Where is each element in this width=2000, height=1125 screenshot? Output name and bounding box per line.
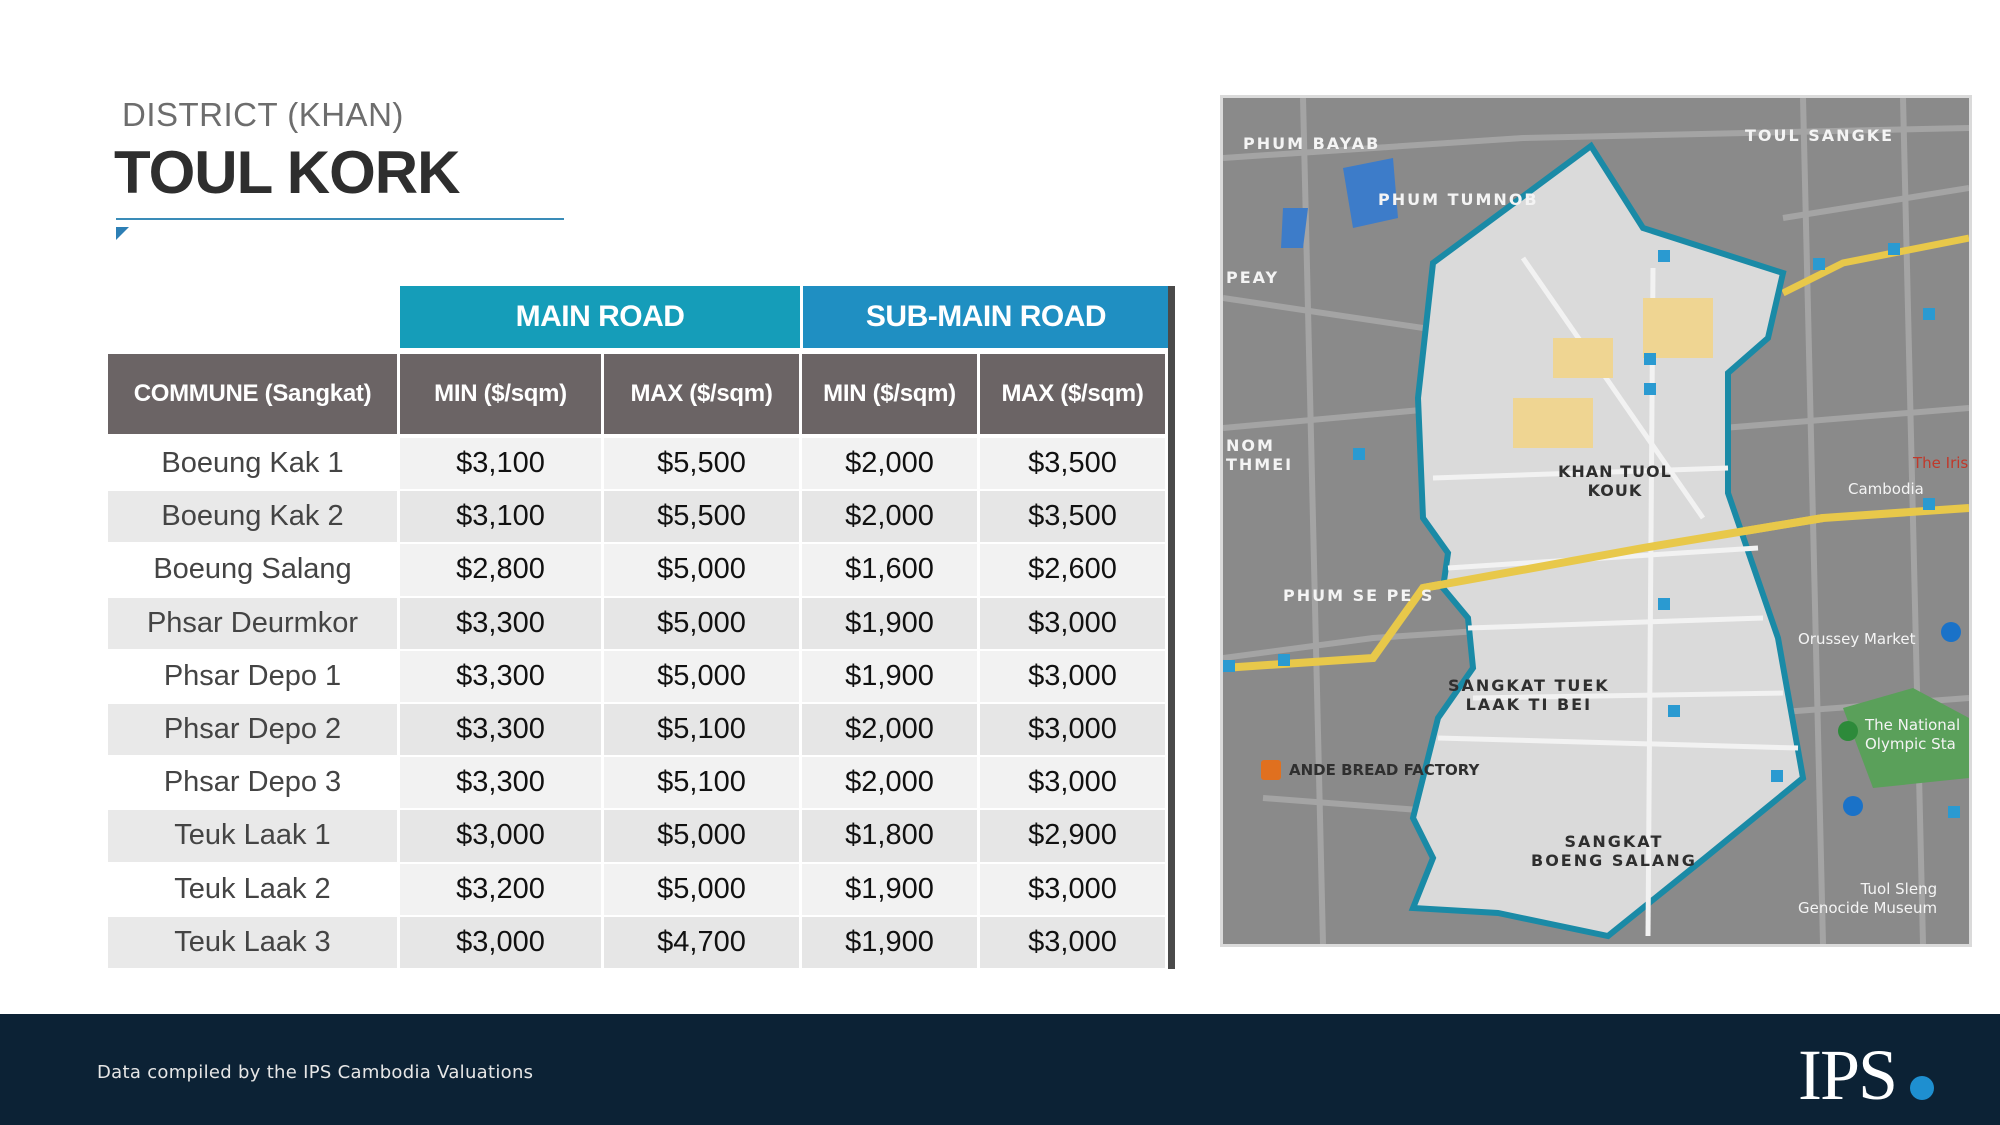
table-row: Boeung Kak 2 $3,100 $5,500 $2,000 $3,500 <box>108 491 1169 545</box>
cell-main-min: $3,000 <box>400 916 604 970</box>
cell-commune: Phsar Depo 3 <box>108 757 400 811</box>
cell-commune: Teuk Laak 3 <box>108 916 400 970</box>
cell-sub-max: $3,000 <box>980 650 1168 704</box>
cell-sub-min: $1,800 <box>802 810 980 864</box>
footer-bar: Data compiled by the IPS Cambodia Valuat… <box>0 1014 2000 1125</box>
cell-sub-min: $1,900 <box>802 650 980 704</box>
cell-commune: Phsar Deurmkor <box>108 597 400 651</box>
table-right-edge <box>1168 286 1175 969</box>
footer-source-text: Data compiled by the IPS Cambodia Valuat… <box>97 1062 534 1083</box>
column-header-sub-min: MIN ($/sqm) <box>802 354 980 434</box>
title-underline <box>116 218 564 220</box>
cell-commune: Boeung Salang <box>108 544 400 598</box>
column-header-main-min: MIN ($/sqm) <box>400 354 604 434</box>
table-row: Teuk Laak 2 $3,200 $5,000 $1,900 $3,000 <box>108 863 1169 917</box>
cell-main-min: $3,300 <box>400 757 604 811</box>
group-header-row: MAIN ROAD SUB-MAIN ROAD <box>400 286 1169 348</box>
map-label-cambodia: Cambodia <box>1848 480 1924 498</box>
page-title: TOUL KORK <box>114 139 460 206</box>
cell-sub-min: $2,000 <box>802 438 980 492</box>
cell-commune: Phsar Depo 1 <box>108 650 400 704</box>
district-map: PHUM BAYAB PHUM TUMNOB TOUL SANGKE PEAY … <box>1220 95 1972 947</box>
cell-sub-min: $1,900 <box>802 863 980 917</box>
cell-sub-min: $2,000 <box>802 757 980 811</box>
sub-main-road-header: SUB-MAIN ROAD <box>803 286 1169 348</box>
cell-main-min: $3,300 <box>400 597 604 651</box>
cell-sub-max: $3,000 <box>980 597 1168 651</box>
cell-main-min: $3,100 <box>400 491 604 545</box>
table-row: Teuk Laak 3 $3,000 $4,700 $1,900 $3,000 <box>108 916 1169 970</box>
table-row: Phsar Depo 3 $3,300 $5,100 $2,000 $3,000 <box>108 757 1169 811</box>
cell-main-min: $2,800 <box>400 544 604 598</box>
cell-commune: Teuk Laak 2 <box>108 863 400 917</box>
cell-main-max: $5,000 <box>604 544 802 598</box>
map-label-sangkat-tuek: SANGKAT TUEK LAAK TI BEI <box>1448 676 1610 714</box>
price-table: MAIN ROAD SUB-MAIN ROAD COMMUNE (Sangkat… <box>108 286 1169 970</box>
column-header-commune: COMMUNE (Sangkat) <box>108 354 400 434</box>
cell-sub-min: $1,600 <box>802 544 980 598</box>
map-label-toul-sangke: TOUL SANGKE <box>1745 126 1895 145</box>
map-label-phum-se-pe-s: PHUM SE PE S <box>1283 586 1435 605</box>
map-label-peay: PEAY <box>1226 268 1280 287</box>
cell-sub-max: $3,500 <box>980 491 1168 545</box>
cell-sub-min: $1,900 <box>802 597 980 651</box>
main-road-header: MAIN ROAD <box>400 286 800 348</box>
map-label-nom-thmei: NOM THMEI <box>1226 436 1294 474</box>
map-graphic <box>1223 98 1969 944</box>
cell-main-min: $3,300 <box>400 703 604 758</box>
cell-main-max: $5,000 <box>604 810 802 864</box>
cell-main-min: $3,000 <box>400 810 604 864</box>
map-label-khan-tuol-kouk: KHAN TUOL KOUK <box>1558 462 1672 500</box>
district-kicker: DISTRICT (KHAN) <box>122 96 404 133</box>
table-row: Boeung Salang $2,800 $5,000 $1,600 $2,600 <box>108 544 1169 598</box>
table-row: Phsar Depo 2 $3,300 $5,100 $2,000 $3,000 <box>108 703 1169 758</box>
cell-sub-max: $2,600 <box>980 544 1168 598</box>
map-label-the-iris: The Iris <box>1913 454 1969 472</box>
cell-sub-max: $2,900 <box>980 810 1168 864</box>
cell-sub-max: $3,000 <box>980 863 1168 917</box>
cell-main-max: $5,000 <box>604 650 802 704</box>
cell-sub-max: $3,000 <box>980 916 1168 970</box>
cell-commune: Phsar Depo 2 <box>108 703 400 758</box>
cell-sub-max: $3,000 <box>980 703 1168 758</box>
cell-sub-min: $2,000 <box>802 703 980 758</box>
cell-main-min: $3,300 <box>400 650 604 704</box>
column-header-main-max: MAX ($/sqm) <box>604 354 802 434</box>
table-row: Phsar Deurmkor $3,300 $5,000 $1,900 $3,000 <box>108 597 1169 651</box>
cell-commune: Boeung Kak 1 <box>108 438 400 492</box>
cell-commune: Boeung Kak 2 <box>108 491 400 545</box>
cell-main-max: $5,500 <box>604 491 802 545</box>
table-body: Boeung Kak 1 $3,100 $5,500 $2,000 $3,500 Boeu… <box>108 438 1169 970</box>
table-row: Boeung Kak 1 $3,100 $5,500 $2,000 $3,500 <box>108 438 1169 492</box>
cell-sub-max: $3,000 <box>980 757 1168 811</box>
map-label-olympic: The National Olympic Sta <box>1865 716 1961 753</box>
cell-main-max: $5,500 <box>604 438 802 492</box>
cell-main-max: $5,100 <box>604 757 802 811</box>
map-label-orussey: Orussey Market <box>1798 630 1916 648</box>
cell-main-min: $3,100 <box>400 438 604 492</box>
title-accent-triangle <box>116 227 129 240</box>
map-label-phum-bayab: PHUM BAYAB <box>1243 134 1381 153</box>
map-label-sangkat-boeng: SANGKAT BOENG SALANG <box>1531 832 1697 870</box>
cell-main-max: $4,700 <box>604 916 802 970</box>
ips-logo: IPS <box>1798 1035 1898 1115</box>
map-label-phum-tumnob: PHUM TUMNOB <box>1378 190 1539 209</box>
cell-main-max: $5,000 <box>604 863 802 917</box>
map-label-ande: ANDE BREAD FACTORY <box>1289 761 1480 779</box>
table-row: Phsar Depo 1 $3,300 $5,000 $1,900 $3,000 <box>108 650 1169 704</box>
cell-main-max: $5,000 <box>604 597 802 651</box>
column-header-sub-max: MAX ($/sqm) <box>980 354 1168 434</box>
cell-commune: Teuk Laak 1 <box>108 810 400 864</box>
column-header-row: COMMUNE (Sangkat) MIN ($/sqm) MAX ($/sqm… <box>108 354 1169 434</box>
cell-sub-min: $2,000 <box>802 491 980 545</box>
map-label-tuol-sleng: Tuol Sleng Genocide Museum <box>1798 880 1938 917</box>
cell-main-min: $3,200 <box>400 863 604 917</box>
cell-sub-min: $1,900 <box>802 916 980 970</box>
table-row: Teuk Laak 1 $3,000 $5,000 $1,800 $2,900 <box>108 810 1169 864</box>
logo-chevron-icon <box>1910 1076 1934 1100</box>
cell-sub-max: $3,500 <box>980 438 1168 492</box>
cell-main-max: $5,100 <box>604 703 802 758</box>
